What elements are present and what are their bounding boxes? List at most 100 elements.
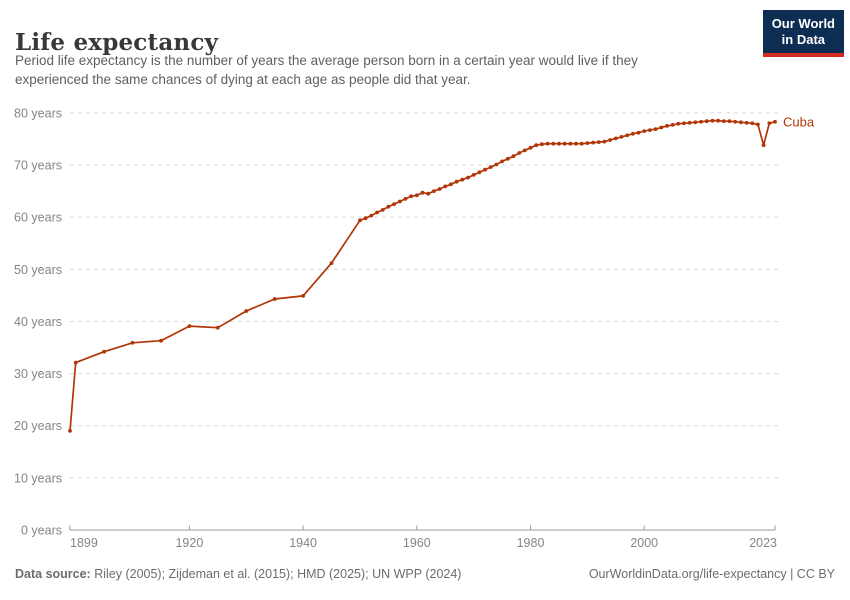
data-point <box>488 165 493 170</box>
y-axis-tick-label: 80 years <box>14 106 62 120</box>
data-point <box>477 170 482 175</box>
data-point <box>517 151 522 155</box>
data-point <box>557 141 561 146</box>
data-point <box>534 143 539 148</box>
owid-logo-line-2: in Data <box>781 31 826 47</box>
data-point <box>761 143 766 148</box>
data-point <box>426 191 431 196</box>
data-point <box>699 119 703 124</box>
data-point <box>710 118 715 123</box>
data-point <box>756 122 760 127</box>
data-point <box>511 154 516 159</box>
data-point <box>579 141 584 146</box>
y-axis-tick-label: 50 years <box>14 263 62 277</box>
data-point <box>625 133 630 138</box>
series-label: Cuba <box>783 114 815 129</box>
data-point <box>380 208 385 212</box>
y-axis-tick-label: 70 years <box>14 159 62 173</box>
data-point <box>130 340 135 345</box>
data-point <box>397 199 402 204</box>
data-point <box>460 177 465 182</box>
x-axis-tick-label: 1920 <box>175 536 203 550</box>
data-point <box>676 121 681 126</box>
data-point <box>687 120 692 125</box>
data-point <box>386 204 391 209</box>
data-point <box>545 141 550 146</box>
data-line <box>69 119 776 432</box>
data-point <box>721 119 726 124</box>
data-point <box>215 325 220 330</box>
data-point <box>443 184 448 189</box>
owid-logo-line-1: Our World <box>771 16 835 31</box>
data-source-label: Data source: <box>15 567 91 581</box>
data-point <box>68 429 72 433</box>
data-point <box>631 131 635 136</box>
data-point <box>369 213 374 218</box>
data-point <box>568 141 573 146</box>
data-point <box>187 324 192 328</box>
data-source-note: Data source: Riley (2005); Zijdeman et a… <box>15 567 461 581</box>
data-point <box>744 120 749 125</box>
data-point <box>613 136 618 141</box>
y-axis-tick-label: 10 years <box>14 471 62 485</box>
owid-logo: Our World in Data <box>762 10 844 57</box>
data-point <box>540 142 544 147</box>
data-point <box>602 139 607 144</box>
data-point <box>648 128 652 133</box>
data-point <box>693 120 698 125</box>
data-point <box>608 138 612 142</box>
data-point <box>466 175 470 180</box>
y-axis-tick-label: 60 years <box>14 211 62 225</box>
data-point <box>414 193 419 198</box>
data-point <box>392 202 396 207</box>
y-axis-tick-label: 40 years <box>14 315 62 329</box>
data-point <box>403 197 408 201</box>
data-point <box>739 120 743 125</box>
data-point <box>454 179 459 184</box>
data-point <box>505 156 510 161</box>
data-point <box>329 261 334 265</box>
data-point <box>494 162 499 167</box>
data-point <box>596 140 601 145</box>
y-axis-tick-label: 20 years <box>14 419 62 433</box>
y-axis-tick-label: 0 years <box>21 524 62 538</box>
data-point <box>670 123 675 127</box>
data-point <box>483 167 487 172</box>
x-axis-tick-label: 1940 <box>289 536 317 550</box>
data-point <box>244 309 249 313</box>
data-point <box>716 118 720 123</box>
owid-url-license: OurWorldinData.org/life-expectancy | CC … <box>588 567 835 581</box>
data-point <box>636 130 641 135</box>
data-point <box>767 121 772 126</box>
x-axis-tick-label: 1980 <box>517 536 545 550</box>
data-point <box>73 360 78 365</box>
data-point <box>522 148 527 153</box>
data-source-text: Riley (2005); Zijdeman et al. (2015); HM… <box>90 567 462 581</box>
data-point <box>437 187 442 191</box>
data-point <box>682 121 686 126</box>
data-point <box>358 218 362 223</box>
x-axis-tick-label: 2000 <box>630 536 658 550</box>
data-point <box>562 141 567 146</box>
data-point <box>159 338 163 343</box>
data-point <box>704 119 709 124</box>
data-point <box>528 145 533 150</box>
y-axis-tick-label: 30 years <box>14 367 62 381</box>
data-point <box>773 119 777 124</box>
chart-subtitle: Period life expectancy is the number of … <box>15 52 755 90</box>
data-point <box>733 119 738 124</box>
data-point <box>272 297 277 301</box>
data-point <box>659 125 664 130</box>
data-point <box>420 190 425 195</box>
data-point <box>449 182 453 187</box>
data-point <box>432 189 436 194</box>
data-point <box>653 127 658 131</box>
data-point <box>102 349 106 354</box>
data-point <box>301 294 305 298</box>
chart-subtitle-line-1: Period life expectancy is the number of … <box>15 53 638 68</box>
chart-subtitle-line-2: experienced the same chances of dying at… <box>15 71 471 87</box>
x-axis-tick-label: 2023 <box>749 536 777 550</box>
data-point <box>585 141 590 146</box>
